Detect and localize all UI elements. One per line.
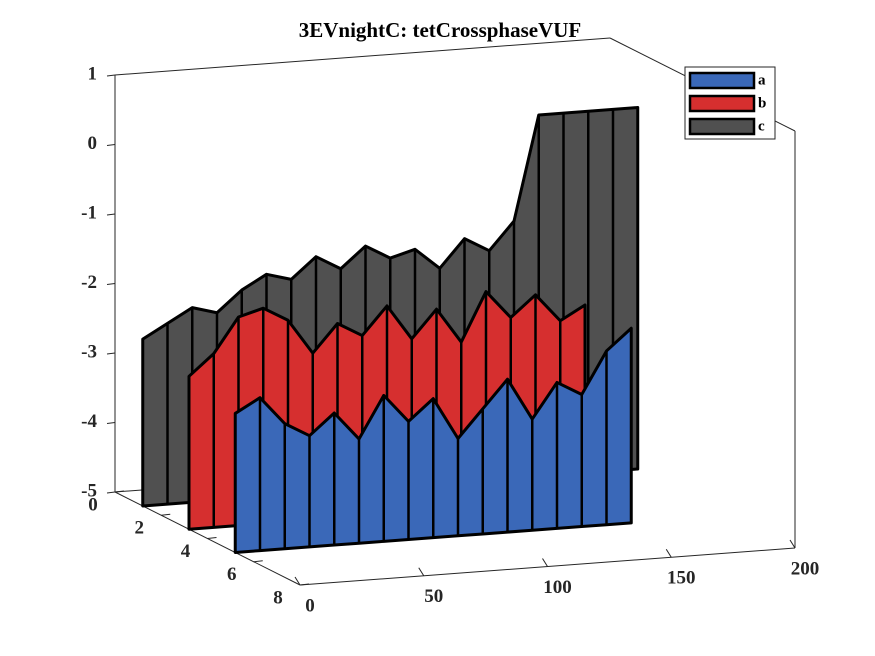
- z-tick: [106, 352, 116, 355]
- z-tick: [106, 213, 116, 216]
- z-tick: [106, 74, 116, 77]
- legend-swatch: [688, 117, 756, 136]
- y-tick: [114, 490, 125, 493]
- z-tick: [106, 144, 116, 146]
- y-tick: [161, 513, 171, 516]
- x-tick-label: 200: [791, 558, 820, 579]
- axes: -5 -4 -3 -2 -1 0 1 0 50 100 150 200 0 2 4 6 8: [81, 37, 820, 616]
- x-tick: [542, 558, 548, 567]
- legend-label: c: [758, 118, 765, 134]
- y-tick-label: 4: [181, 541, 191, 562]
- box-edge: [114, 37, 611, 76]
- y-tick-label: 6: [227, 564, 237, 585]
- z-tick-label: -1: [81, 202, 97, 223]
- y-tick-label: 8: [273, 587, 283, 608]
- chart-title: 3EVnightC: tetCrossphaseVUF: [299, 18, 582, 42]
- z-tick-label: -3: [81, 341, 97, 362]
- y-tick: [207, 537, 217, 539]
- y-tick: [299, 583, 310, 586]
- x-tick: [789, 539, 796, 549]
- z-tick-label: -2: [81, 272, 97, 293]
- y-tick: [253, 560, 263, 563]
- x-tick-label: 150: [667, 568, 696, 589]
- z-tick: [106, 283, 116, 285]
- y-tick-label: 2: [135, 518, 145, 539]
- z-tick-label: 0: [88, 133, 98, 154]
- legend-label: a: [758, 72, 766, 88]
- x-tick-label: 100: [543, 577, 572, 598]
- z-tick: [106, 491, 116, 494]
- x-tick-label: 0: [305, 595, 315, 616]
- z-tick: [106, 422, 116, 424]
- z-tick-label: -5: [81, 480, 97, 501]
- legend-label: b: [758, 95, 766, 111]
- plot-area: [141, 106, 640, 554]
- legend-swatch: [688, 94, 756, 113]
- z-tick-label: -4: [81, 411, 97, 432]
- y-tick-label: 0: [88, 494, 98, 515]
- x-tick: [665, 548, 672, 558]
- legend-swatch: [688, 71, 756, 90]
- x-tick: [294, 576, 301, 586]
- x-tick: [418, 567, 425, 577]
- z-tick-label: 1: [88, 63, 98, 84]
- x-tick-label: 50: [424, 586, 443, 607]
- legend: abc: [684, 66, 776, 140]
